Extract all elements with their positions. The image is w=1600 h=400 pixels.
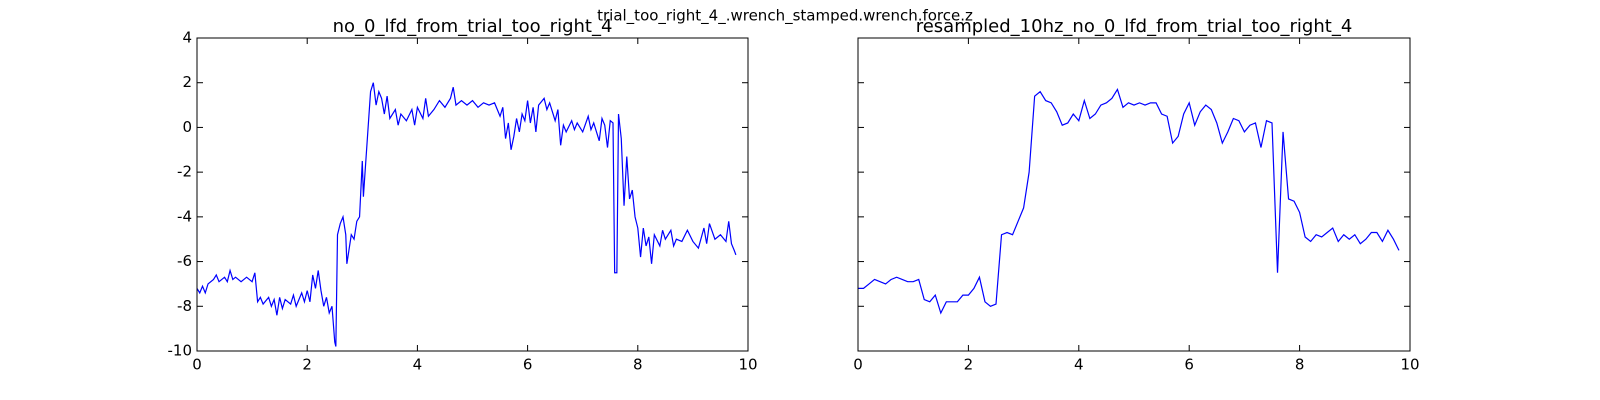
- y-tick-label: -4: [177, 207, 192, 225]
- x-tick-label: 8: [633, 356, 643, 374]
- x-tick-label: 6: [1184, 356, 1194, 374]
- y-tick-label: 0: [182, 118, 192, 136]
- y-tick-label: -8: [177, 297, 192, 315]
- x-tick-label: 4: [413, 356, 423, 374]
- data-line: [858, 87, 1400, 315]
- x-tick-label: 2: [964, 356, 974, 374]
- x-tick-label: 0: [192, 356, 202, 374]
- x-tick-label: 2: [302, 356, 312, 374]
- axes-frame: [196, 37, 749, 352]
- subplot-title: no_0_lfd_from_trial_too_right_4: [333, 16, 613, 37]
- x-tick-label: 4: [1074, 356, 1084, 374]
- axes-frame: [857, 37, 1411, 352]
- y-tick-label: -2: [177, 163, 192, 181]
- subplot-title: resampled_10hz_no_0_lfd_from_trial_too_r…: [916, 16, 1353, 37]
- x-tick-label: 6: [523, 356, 533, 374]
- data-line: [196, 82, 737, 347]
- x-tick-label: 0: [853, 356, 863, 374]
- x-tick-label: 10: [738, 356, 757, 374]
- figure-title: trial_too_right_4_.wrench_stamped.wrench…: [597, 7, 973, 26]
- x-tick-label: 8: [1295, 356, 1305, 374]
- x-tick-label: 10: [1400, 356, 1419, 374]
- y-tick-label: 4: [182, 29, 192, 47]
- y-tick-label: 2: [182, 73, 192, 91]
- y-tick-label: -10: [168, 342, 193, 360]
- y-tick-label: -6: [177, 252, 192, 270]
